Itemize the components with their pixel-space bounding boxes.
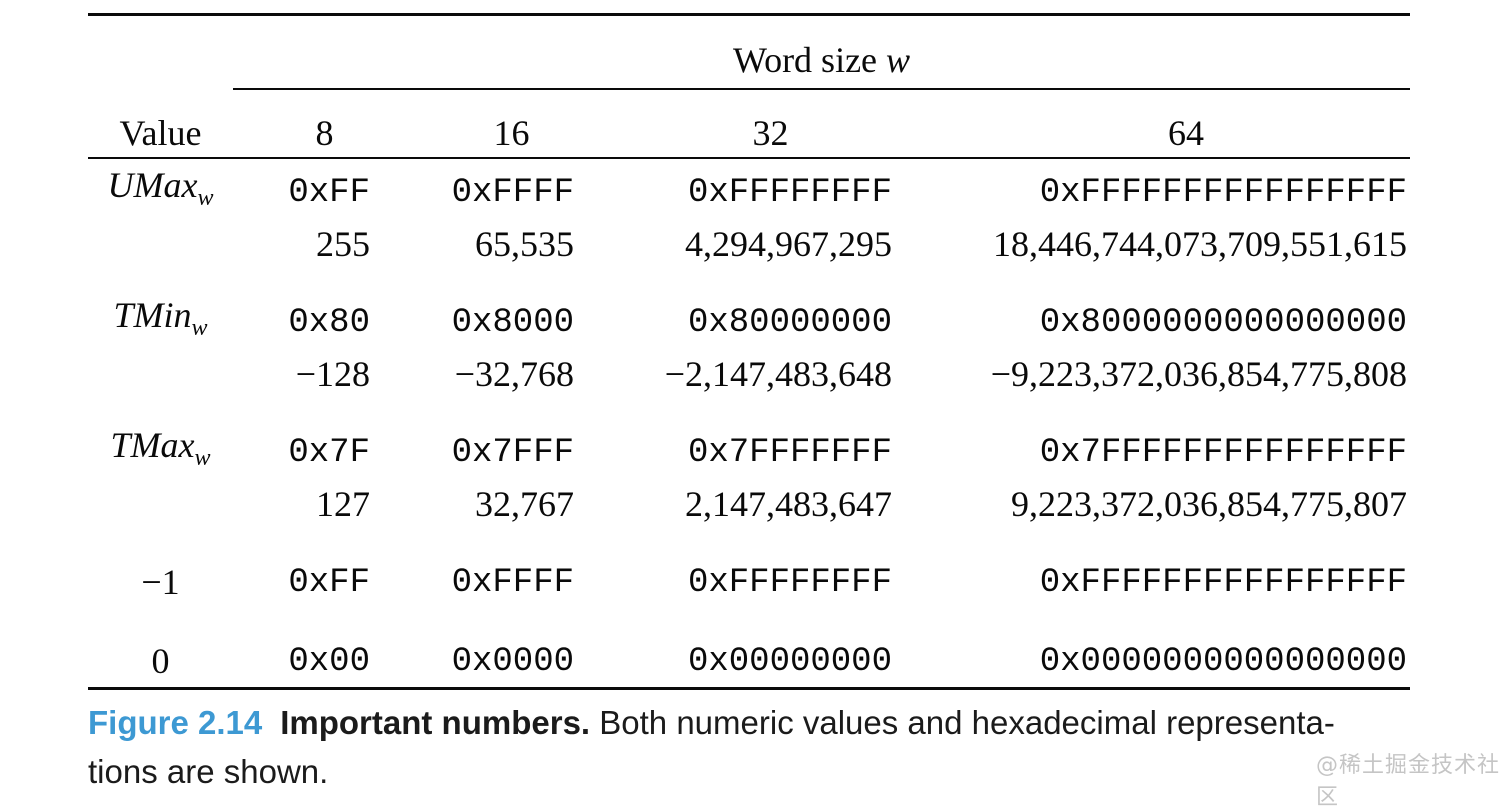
decimal-value-cell: 18,446,744,073,709,551,615 [993,224,1408,264]
row-label-spacer [88,348,233,400]
figure-caption: Figure 2.14 Important numbers. Both numer… [88,698,1508,796]
hex-value-cell: 0xFFFFFFFFFFFFFFFF [1039,564,1408,602]
hex-value-cell: 0x7F [288,434,370,472]
column-header-8: 8 [233,89,373,159]
spanner-spacer-cell [88,13,233,89]
value-column-header: Value [88,89,233,159]
hex-value-cell: 0xFF [288,174,370,212]
decimal-value-cell: 127 [316,484,370,524]
decimal-value-cell: 4,294,967,295 [685,224,892,264]
row-label-tmax: TMaxw [110,424,211,471]
row-label-tmin: TMinw [113,294,208,341]
decimal-value-cell: −2,147,483,648 [664,354,892,394]
hex-value-cell: 0xFFFFFFFFFFFFFFFF [1039,174,1408,212]
column-header-64: 64 [895,89,1411,159]
row-label-zero: 0 [88,608,233,690]
column-header-32: 32 [577,89,895,159]
tmin-hex-row: TMinw 0x80 0x8000 0x80000000 0x800000000… [88,270,1410,348]
hex-value-cell: 0xFFFF [451,564,574,602]
decimal-value-cell: 9,223,372,036,854,775,807 [1011,484,1408,524]
decimal-value-cell: 32,767 [475,484,574,524]
hex-value-cell: 0x00000000 [577,608,895,690]
column-header-16: 16 [373,89,577,159]
hex-value-cell: 0xFFFF [451,174,574,212]
decimal-value-cell: 2,147,483,647 [685,484,892,524]
hex-value-cell: 0x7FFF [451,434,574,472]
decimal-value-cell: −32,768 [454,354,574,394]
decimal-value-cell: −9,223,372,036,854,775,808 [990,354,1408,394]
decimal-value-cell: −128 [295,354,370,394]
word-size-spanner-row: Word size w [88,13,1411,90]
umax-decimal-row: 255 65,535 4,294,967,295 18,446,744,073,… [88,218,1410,270]
caption-body-line1: Both numeric values and hexadecimal repr… [599,704,1335,741]
hex-value-cell: 0x00 [233,608,373,690]
tmax-hex-row: TMaxw 0x7F 0x7FFF 0x7FFFFFFF 0x7FFFFFFFF… [88,400,1410,478]
important-numbers-table: Word size w Value 8 16 32 64 UMaxw 0xFF 0… [88,13,1411,690]
decimal-value-cell: 255 [316,224,370,264]
minus-one-row: −1 0xFF 0xFFFF 0xFFFFFFFF 0xFFFFFFFFFFFF… [88,530,1410,608]
figure-title: Important numbers. [280,704,591,741]
hex-value-cell: 0x8000 [451,304,574,342]
hex-value-cell: 0x8000000000000000 [1039,304,1408,342]
hex-value-cell: 0x80000000 [687,304,892,342]
tmax-decimal-row: 127 32,767 2,147,483,647 9,223,372,036,8… [88,478,1410,530]
word-size-group-header: Word size w [233,13,1411,90]
hex-value-cell: 0x0000 [373,608,577,690]
row-label-umax: UMaxw [107,164,214,211]
word-size-variable: w [886,40,911,80]
row-label-spacer [88,478,233,530]
hex-value-cell: 0x7FFFFFFFFFFFFFFF [1039,434,1408,472]
hex-value-cell: 0xFF [288,564,370,602]
juejin-watermark: @稀土掘金技术社区 [1316,753,1501,810]
hex-value-cell: 0x0000000000000000 [895,608,1411,690]
zero-row: 0 0x00 0x0000 0x00000000 0x0000000000000… [88,608,1411,690]
umax-hex-row: UMaxw 0xFF 0xFFFF 0xFFFFFFFF 0xFFFFFFFFF… [88,158,1410,218]
word-size-label: Word size [732,40,878,80]
hex-value-cell: 0xFFFFFFFF [687,174,892,212]
hex-value-cell: 0x80 [288,304,370,342]
row-label-spacer [88,218,233,270]
figure-number-label: Figure 2.14 [88,704,263,741]
hex-value-cell: 0xFFFFFFFF [687,564,892,602]
caption-body-line2: tions are shown. [88,753,329,790]
decimal-value-cell: 65,535 [475,224,574,264]
row-label-minus-one: −1 [141,562,180,602]
column-header-row: Value 8 16 32 64 [88,89,1411,159]
tmin-decimal-row: −128 −32,768 −2,147,483,648 −9,223,372,0… [88,348,1410,400]
hex-value-cell: 0x7FFFFFFF [687,434,892,472]
